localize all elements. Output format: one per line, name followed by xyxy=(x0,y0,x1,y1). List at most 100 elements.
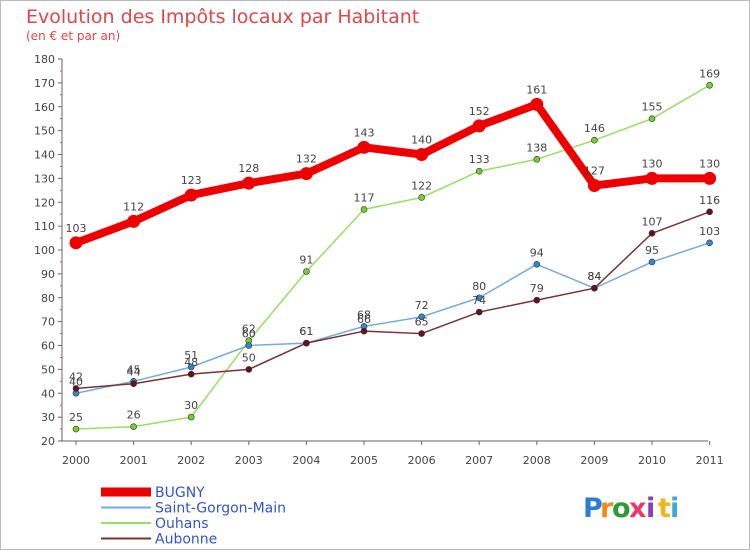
data-point-ouhans xyxy=(591,136,598,144)
logo-letter: i xyxy=(670,493,679,524)
data-point-saint-gorgon-main xyxy=(648,258,656,266)
data-point-bugny xyxy=(242,176,256,190)
data-point-aubonne xyxy=(706,208,713,216)
legend-label-ouhans: Ouhans xyxy=(155,516,209,532)
data-label-saint-gorgon-main: 84 xyxy=(587,270,601,283)
data-label-ouhans: 30 xyxy=(184,399,198,412)
y-tick-label: 130 xyxy=(34,172,55,185)
series-layer xyxy=(69,81,717,433)
y-tick-label: 90 xyxy=(41,268,55,281)
data-label-ouhans: 155 xyxy=(642,101,663,114)
data-label-aubonne: 84 xyxy=(587,270,601,283)
logo-letter: x xyxy=(629,493,646,524)
data-label-aubonne: 42 xyxy=(69,370,83,383)
series-line-aubonne xyxy=(75,211,711,390)
x-tick-label: 2004 xyxy=(292,454,320,467)
y-tick-label: 120 xyxy=(34,196,55,209)
legend-label-bugny: BUGNY xyxy=(155,485,205,501)
y-tick-label: 100 xyxy=(34,244,55,257)
data-label-bugny: 161 xyxy=(526,83,547,96)
data-point-saint-gorgon-main xyxy=(418,313,425,321)
data-label-aubonne: 107 xyxy=(642,215,663,228)
data-point-bugny xyxy=(127,214,141,228)
x-tick-label: 2007 xyxy=(465,454,493,467)
data-point-aubonne xyxy=(360,327,368,335)
data-label-aubonne: 48 xyxy=(184,356,198,369)
data-label-bugny: 123 xyxy=(181,174,202,187)
data-label-bugny: 152 xyxy=(469,105,490,118)
data-label-saint-gorgon-main: 45 xyxy=(127,363,141,376)
data-point-aubonne xyxy=(130,380,137,388)
data-point-aubonne xyxy=(187,370,195,378)
data-point-bugny xyxy=(184,188,198,202)
x-tick-label: 2011 xyxy=(696,454,724,467)
chart-title: Evolution des Impôts locaux par Habitant xyxy=(26,6,419,28)
data-label-bugny: 140 xyxy=(411,134,432,147)
series-line-ouhans xyxy=(75,84,711,430)
data-point-aubonne xyxy=(475,308,483,316)
chart-subtitle: (en € et par an) xyxy=(26,29,120,43)
y-tick-label: 50 xyxy=(41,363,55,376)
data-label-saint-gorgon-main: 72 xyxy=(415,299,429,312)
data-label-ouhans: 26 xyxy=(127,409,141,422)
y-tick-label: 30 xyxy=(41,411,55,424)
data-labels: 25 26 30 62 91 117 122 133 138 146 155 169 40 45 51 60 6… xyxy=(66,67,721,424)
data-label-bugny: 128 xyxy=(238,162,259,175)
data-point-ouhans xyxy=(418,194,425,201)
x-tick-label: 2003 xyxy=(235,454,263,467)
data-label-bugny: 130 xyxy=(642,157,663,170)
data-label-saint-gorgon-main: 95 xyxy=(645,244,659,257)
data-label-bugny: 112 xyxy=(123,200,144,213)
y-tick-label: 80 xyxy=(41,292,55,305)
data-label-saint-gorgon-main: 68 xyxy=(357,308,371,321)
data-label-saint-gorgon-main: 103 xyxy=(699,225,720,238)
data-point-bugny xyxy=(299,167,313,181)
data-label-saint-gorgon-main: 94 xyxy=(530,246,544,259)
data-point-saint-gorgon-main xyxy=(533,261,541,268)
data-point-aubonne xyxy=(245,366,253,373)
data-point-aubonne xyxy=(418,330,425,337)
data-label-aubonne: 66 xyxy=(357,313,371,326)
y-tick-label: 60 xyxy=(41,340,55,353)
data-point-bugny xyxy=(530,97,544,111)
data-point-ouhans xyxy=(72,425,80,433)
series-line-saint-gorgon-main xyxy=(75,242,711,394)
data-point-bugny xyxy=(357,140,371,154)
x-tick-label: 2008 xyxy=(523,454,551,467)
data-label-ouhans: 91 xyxy=(299,253,313,266)
data-point-bugny xyxy=(587,179,601,193)
data-point-bugny xyxy=(472,119,486,133)
data-point-ouhans xyxy=(187,413,195,421)
data-point-ouhans xyxy=(360,206,368,213)
logo-letter: i xyxy=(646,493,655,524)
data-point-aubonne xyxy=(591,284,598,292)
data-point-saint-gorgon-main xyxy=(475,294,483,302)
data-label-ouhans: 117 xyxy=(354,191,375,204)
data-label-aubonne: 50 xyxy=(242,351,256,364)
data-label-aubonne: 44 xyxy=(127,366,141,379)
data-point-ouhans xyxy=(533,155,541,163)
logo-letter: o xyxy=(612,493,631,524)
logo-letter: r xyxy=(600,493,614,524)
y-tick-label: 70 xyxy=(41,316,55,329)
data-label-bugny: 127 xyxy=(584,165,605,178)
data-point-ouhans xyxy=(648,115,656,122)
data-label-bugny: 103 xyxy=(66,222,87,235)
data-point-bugny xyxy=(703,171,717,185)
series-line-bugny xyxy=(72,100,714,247)
data-label-saint-gorgon-main: 61 xyxy=(299,325,313,338)
data-label-aubonne: 74 xyxy=(472,294,486,307)
y-tick-label: 40 xyxy=(41,387,55,400)
data-label-bugny: 132 xyxy=(296,153,317,166)
y-tick-label: 160 xyxy=(34,101,55,114)
data-point-ouhans xyxy=(475,167,483,175)
y-tick-label: 180 xyxy=(34,53,55,66)
data-label-aubonne: 61 xyxy=(299,325,313,338)
y-tick-label: 150 xyxy=(34,125,55,138)
x-tick-label: 2002 xyxy=(177,454,205,467)
legend-label-aubonne: Aubonne xyxy=(155,532,217,548)
data-point-ouhans xyxy=(130,423,137,430)
